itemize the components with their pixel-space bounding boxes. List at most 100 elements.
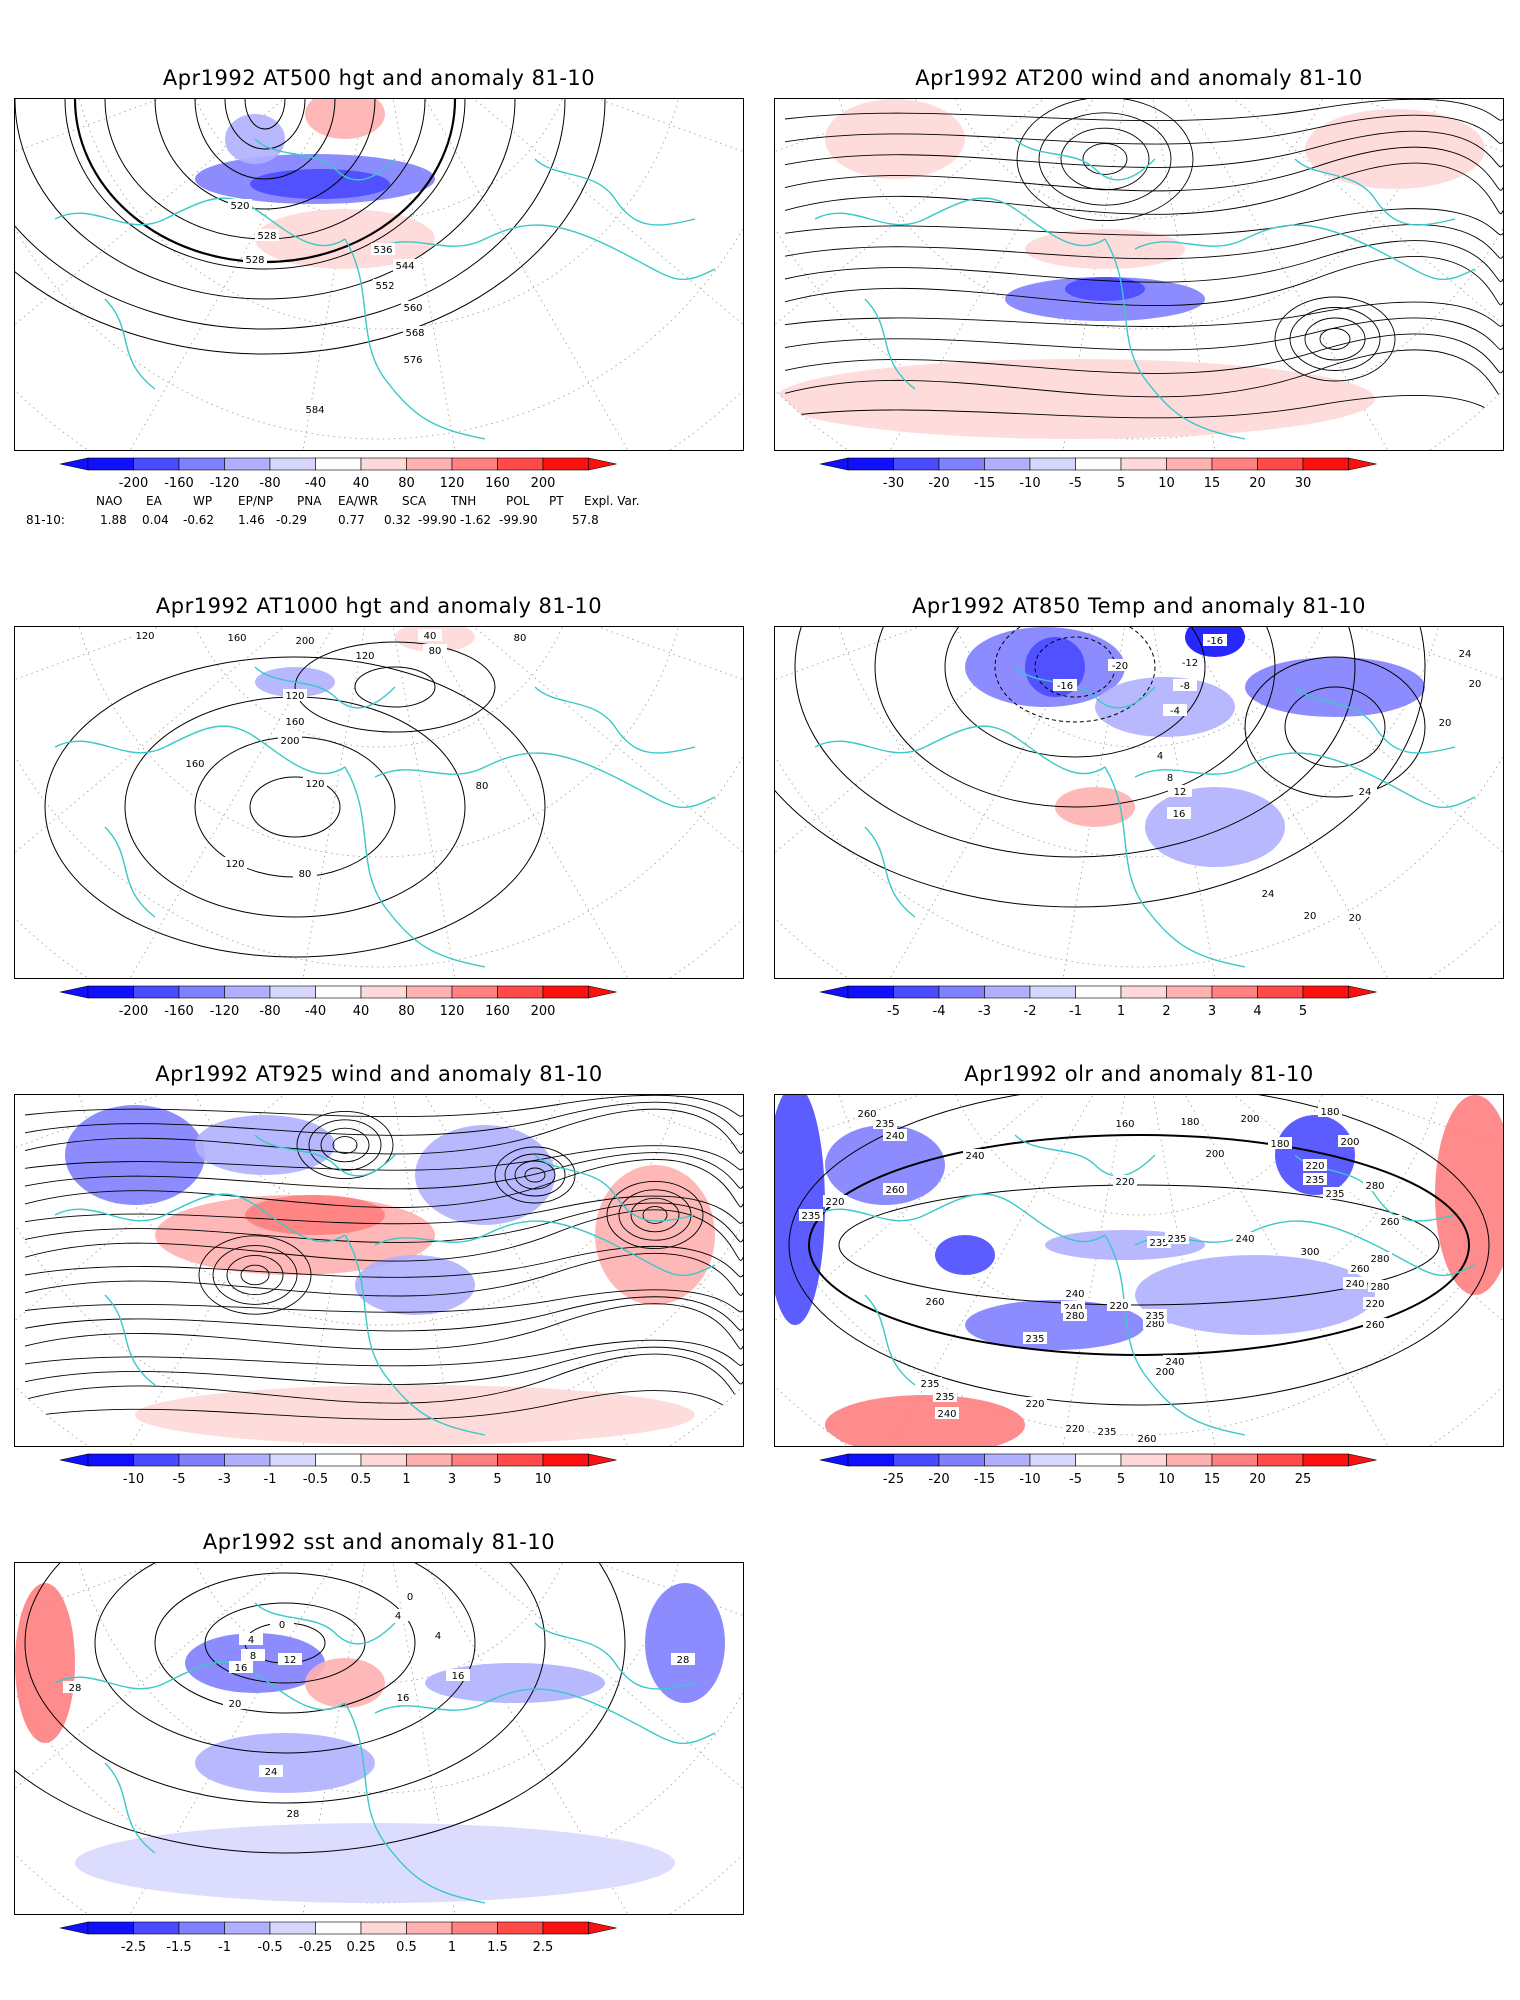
colorbar-segment bbox=[224, 985, 271, 999]
contour-label: 235 bbox=[920, 1379, 939, 1390]
colorbar-tick-label: 80 bbox=[398, 1004, 415, 1019]
colorbar-segment bbox=[315, 1453, 362, 1467]
circulation-vortex bbox=[332, 1136, 358, 1154]
colorbar-arrow-low bbox=[59, 1921, 89, 1935]
contour-label-bg bbox=[241, 1649, 265, 1661]
contour-label: 260 bbox=[1380, 1217, 1399, 1228]
teleconn-header-pt: PT bbox=[549, 494, 564, 508]
teleconn-value-pt: -99.90 bbox=[499, 513, 538, 527]
anomaly-shading bbox=[195, 1115, 335, 1175]
colorbar-arrow-low bbox=[59, 985, 89, 999]
colorbar-tick-label: -160 bbox=[164, 476, 194, 491]
longitude-line bbox=[78, 1563, 380, 1914]
colorbar-segment bbox=[984, 985, 1031, 999]
anomaly-shading bbox=[305, 1658, 385, 1708]
colorbar-segment bbox=[893, 457, 940, 471]
contour-line bbox=[124, 696, 466, 918]
contour-label-bg bbox=[1108, 659, 1132, 671]
latitude-circle bbox=[15, 99, 743, 440]
anomaly-shading bbox=[1435, 1095, 1503, 1295]
anomaly-shading bbox=[15, 1583, 75, 1743]
colorbar-tick-label: -1 bbox=[1069, 1004, 1082, 1019]
streamline bbox=[24, 1209, 743, 1262]
circulation-vortex bbox=[240, 1264, 270, 1286]
map-frame: 120 160 200 120 80 40 80 120 160 200 160 120 120 80 80 bbox=[14, 626, 744, 979]
contour-label: 528 bbox=[257, 231, 276, 242]
panel-title: Apr1992 AT1000 hgt and anomaly 81-10 bbox=[155, 594, 603, 618]
teleconn-header-pna: PNA bbox=[297, 494, 322, 508]
contour-label: 520 bbox=[230, 201, 249, 212]
colorbar-segment bbox=[1120, 457, 1167, 471]
contour-label-bg bbox=[303, 403, 327, 415]
contour-label: 528 bbox=[245, 255, 264, 266]
colorbar-tick-label: 3 bbox=[448, 1472, 456, 1487]
colorbar-tick-label: -80 bbox=[259, 476, 280, 491]
colorbar-segment bbox=[542, 457, 589, 471]
contour-label-bg bbox=[1167, 807, 1191, 819]
colorbar-segment bbox=[1166, 1453, 1213, 1467]
contour-label-bg bbox=[1303, 1173, 1327, 1185]
longitude-line bbox=[274, 1563, 380, 1914]
anomaly-shading bbox=[825, 99, 965, 179]
longitude-line bbox=[78, 1095, 380, 1446]
colorbar-tick-label: 5 bbox=[1117, 1472, 1125, 1487]
contour-label: -4 bbox=[1170, 706, 1180, 717]
anomaly-shading bbox=[595, 1165, 715, 1305]
longitude-line bbox=[838, 99, 1140, 450]
longitude-line bbox=[1034, 1095, 1140, 1446]
map-hemisphere bbox=[15, 1095, 743, 1446]
contour-label-bg bbox=[386, 1609, 410, 1621]
map-hemisphere: 120 160 200 120 80 40 80 120 160 200 160 120 120 80 80 bbox=[15, 627, 743, 978]
coastline bbox=[534, 1154, 696, 1222]
contour-label: 280 bbox=[1145, 1319, 1164, 1330]
contour-label-bg bbox=[1368, 1280, 1392, 1292]
colorbar-tick-label: 5 bbox=[1299, 1004, 1307, 1019]
contour-label: 280 bbox=[1370, 1254, 1389, 1265]
colorbar-segment bbox=[451, 1453, 498, 1467]
colorbar-arrow-low bbox=[819, 1453, 849, 1467]
circulation-vortex bbox=[514, 1160, 556, 1190]
contour-line bbox=[244, 99, 286, 130]
colorbar-segment bbox=[1211, 457, 1258, 471]
contour-label: 4 bbox=[395, 1611, 401, 1622]
colorbar-arrow-low bbox=[59, 1453, 89, 1467]
colorbar-segment bbox=[315, 985, 362, 999]
contour-label: 200 bbox=[1155, 1367, 1174, 1378]
colorbar-tick-label: -15 bbox=[974, 476, 995, 491]
contour-label-bg bbox=[1063, 1422, 1087, 1434]
streamline bbox=[24, 1152, 743, 1190]
colorbar-segment bbox=[87, 985, 134, 999]
contour-label-bg bbox=[1203, 634, 1227, 646]
colorbar-tick-label: 0.25 bbox=[347, 1940, 376, 1955]
coastline bbox=[814, 197, 1106, 247]
contour-label-bg bbox=[183, 757, 207, 769]
colorbar-segment bbox=[269, 985, 316, 999]
contour-label-bg bbox=[1298, 909, 1322, 921]
contour-label: 584 bbox=[305, 405, 324, 416]
contour-label: 0 bbox=[407, 1592, 413, 1603]
contour-label: 260 bbox=[1365, 1320, 1384, 1331]
contour-label: 40 bbox=[424, 631, 437, 642]
colorbar-tick-label: 160 bbox=[485, 1004, 510, 1019]
colorbar-arrow-high bbox=[588, 457, 617, 471]
latitude-circle bbox=[68, 627, 690, 858]
contour-label: 180 bbox=[1180, 1117, 1199, 1128]
coastline bbox=[104, 1762, 156, 1854]
colorbar-tick-label: -20 bbox=[928, 1472, 949, 1487]
contour-label-bg bbox=[508, 631, 532, 643]
longitude-line bbox=[378, 99, 743, 405]
anomaly-shading bbox=[245, 1195, 385, 1235]
colorbar-segment bbox=[938, 457, 985, 471]
longitude-line bbox=[78, 627, 380, 978]
contour-label-bg bbox=[398, 1590, 422, 1602]
contour-label-bg bbox=[1343, 911, 1367, 923]
colorbar-tick-label: 120 bbox=[440, 476, 465, 491]
contour-label-bg bbox=[799, 1209, 823, 1221]
longitude-line bbox=[838, 1095, 1140, 1446]
contour-label-bg bbox=[671, 1653, 695, 1665]
colorbar-tick-label: 4 bbox=[1253, 1004, 1261, 1019]
colorbar-segment bbox=[133, 457, 180, 471]
colorbar-segment bbox=[497, 1921, 544, 1935]
contour-label: 240 bbox=[1063, 1303, 1082, 1314]
